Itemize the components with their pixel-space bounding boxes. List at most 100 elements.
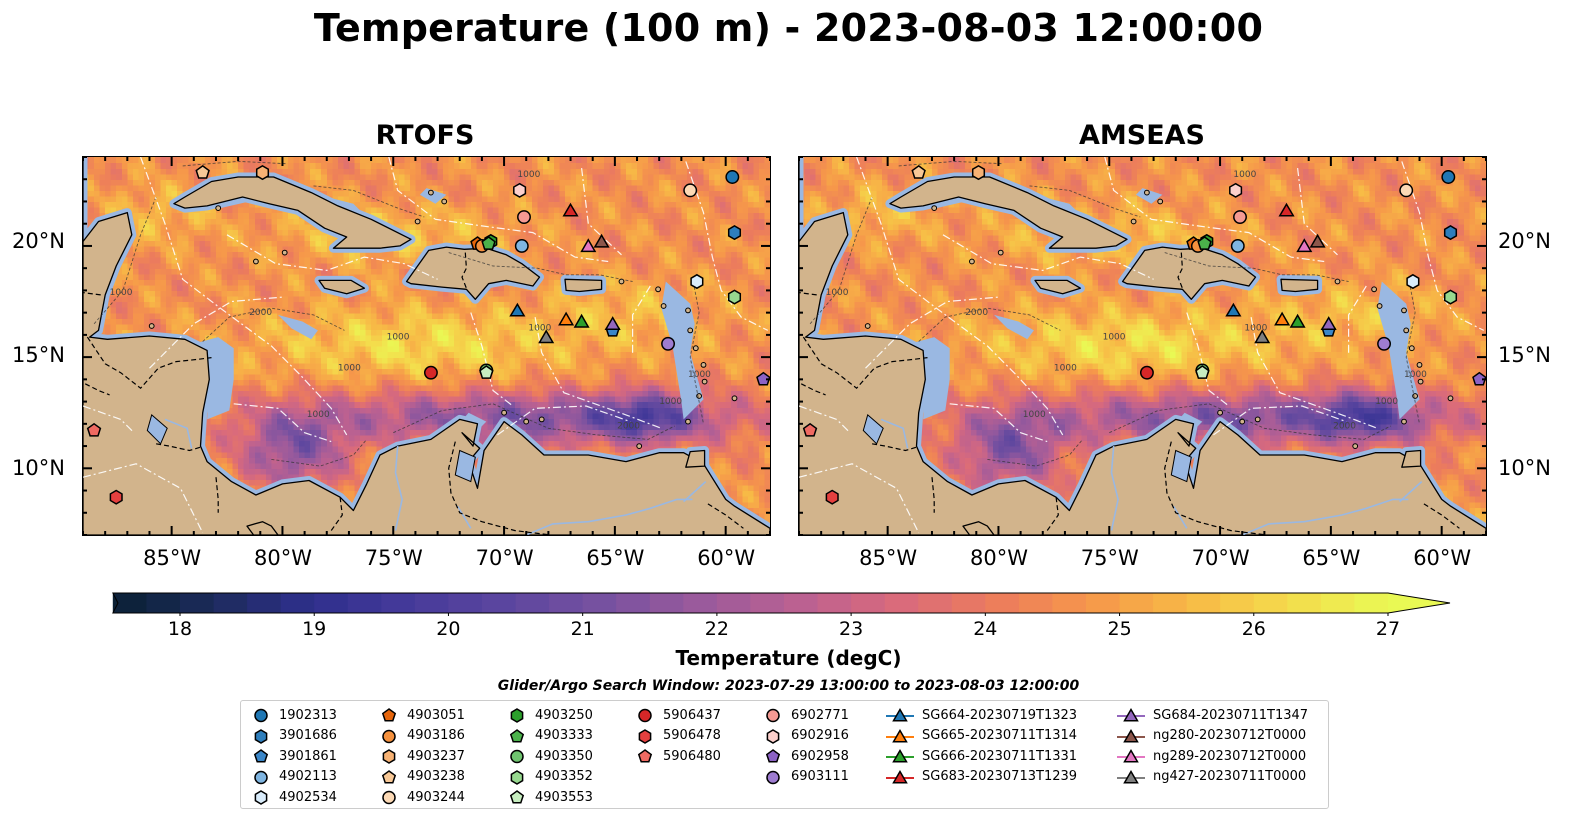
legend-item: 4903238 bbox=[379, 767, 465, 787]
legend-circle-icon bbox=[766, 770, 780, 785]
argo-marker-4903237 bbox=[255, 165, 270, 181]
colorbar-tick-label: 26 bbox=[1241, 618, 1266, 640]
river bbox=[164, 418, 193, 449]
argo-marker-4903352 bbox=[1443, 289, 1458, 305]
legend-item: 4903244 bbox=[379, 787, 465, 807]
rtofs-temperature-map: 1000 2000 1000 1000 1000 1000 2000 1000 1000 1000 bbox=[82, 156, 771, 536]
landmass bbox=[1280, 278, 1319, 293]
landmass bbox=[564, 278, 603, 293]
map-canvas: 1000 2000 1000 1000 1000 1000 2000 1000 1000 1000 bbox=[799, 157, 1486, 535]
legend-item: 4903333 bbox=[507, 726, 593, 746]
legend-marker bbox=[892, 769, 908, 784]
landmass bbox=[318, 279, 366, 295]
shallow-shelf bbox=[1377, 281, 1420, 420]
small-island bbox=[441, 198, 448, 205]
colorbar-extend-high bbox=[1388, 593, 1450, 613]
glider-marker-ng427-20230711T0000 bbox=[1254, 329, 1271, 344]
argo-marker-5906437 bbox=[1139, 365, 1154, 380]
colorbar-segment bbox=[884, 593, 919, 613]
eez-boundary bbox=[685, 161, 769, 331]
shallow-shelf bbox=[994, 314, 1034, 340]
legend-marker bbox=[765, 749, 781, 763]
colorbar-segment bbox=[247, 593, 282, 613]
country-border bbox=[330, 497, 343, 531]
glider-marker-SG666-20230711T1331 bbox=[573, 313, 590, 328]
glider-marker-SG666-20230711T1331 bbox=[1289, 313, 1306, 328]
shallow-shelf bbox=[278, 314, 318, 340]
legend-marker bbox=[638, 708, 652, 723]
legend-marker bbox=[510, 769, 524, 785]
river bbox=[394, 446, 403, 531]
country-border bbox=[1164, 441, 1267, 535]
argo-marker-4903237 bbox=[971, 165, 986, 181]
legend-item: 3901686 bbox=[251, 726, 337, 746]
river bbox=[880, 418, 909, 449]
legend-marker bbox=[1123, 708, 1139, 722]
argo-marker-6902771 bbox=[517, 210, 531, 224]
small-island bbox=[414, 218, 421, 225]
eez-boundary bbox=[1401, 161, 1485, 331]
small-island bbox=[1416, 362, 1423, 368]
legend-item: 6902916 bbox=[763, 726, 849, 746]
landmass bbox=[1401, 449, 1422, 468]
landmass bbox=[405, 246, 541, 300]
legend-item: 4902113 bbox=[251, 767, 337, 787]
small-island bbox=[655, 286, 661, 293]
shallow-shelf bbox=[661, 281, 704, 420]
argo-marker-5906478 bbox=[825, 489, 839, 505]
colorbar-segment bbox=[582, 593, 617, 613]
colorbar-extend-low bbox=[112, 593, 118, 613]
contour-label: 1000 bbox=[1023, 410, 1046, 420]
y-tick-label: 20°N bbox=[1498, 229, 1551, 253]
shallow-shelf bbox=[1135, 188, 1163, 204]
argo-marker-6902771 bbox=[1233, 210, 1247, 224]
argo-marker-4902113 bbox=[514, 238, 529, 253]
colorbar-segment bbox=[649, 593, 684, 613]
colorbar-tick-label: 24 bbox=[973, 618, 998, 640]
legend-circle-icon bbox=[254, 770, 268, 785]
country-border bbox=[1046, 497, 1059, 531]
river bbox=[525, 498, 693, 535]
eez-boundary bbox=[149, 296, 283, 369]
legend-circle-icon bbox=[766, 708, 780, 723]
eez-boundary bbox=[497, 405, 631, 436]
eez-boundary bbox=[226, 234, 438, 280]
shallow-shelf bbox=[193, 337, 234, 420]
colorbar-segment bbox=[1287, 593, 1322, 613]
argo-marker-4903333 bbox=[481, 236, 496, 250]
argo-marker-4903333 bbox=[1197, 236, 1212, 250]
country-border bbox=[1423, 503, 1460, 529]
panel-title-rtofs: RTOFS bbox=[375, 120, 475, 151]
colorbar-tick-label: 19 bbox=[302, 618, 327, 640]
legend-item: SG664-20230719T1323 bbox=[886, 705, 1077, 725]
legend-item: ng289-20230712T0000 bbox=[1117, 746, 1306, 766]
legend-marker bbox=[382, 729, 396, 743]
y-tick-label: 10°N bbox=[12, 456, 65, 480]
small-island bbox=[701, 378, 708, 385]
figure-title: Temperature (100 m) - 2023-08-03 12:00:0… bbox=[313, 6, 1264, 50]
legend-item: 4902534 bbox=[251, 787, 337, 807]
small-island bbox=[428, 189, 434, 196]
legend-marker bbox=[381, 769, 397, 784]
colorbar-tick-label: 18 bbox=[167, 618, 193, 640]
argo-marker-6902916 bbox=[1229, 182, 1243, 198]
argo-marker-5906437 bbox=[423, 365, 438, 380]
eez-boundary bbox=[1186, 312, 1230, 407]
country-border bbox=[86, 336, 212, 390]
colorbar-segment bbox=[213, 593, 248, 613]
small-island bbox=[1403, 327, 1410, 334]
river bbox=[1241, 498, 1409, 535]
colorbar-segment bbox=[918, 593, 953, 613]
colorbar-segment bbox=[112, 593, 147, 613]
legend-label: 4902113 bbox=[279, 769, 337, 785]
legend-label: SG666-20230711T1331 bbox=[922, 748, 1078, 764]
colorbar-tick-label: 27 bbox=[1375, 618, 1401, 640]
legend-label: 3901861 bbox=[279, 748, 337, 764]
colorbar-segment bbox=[1018, 593, 1053, 613]
bathymetry-contour bbox=[689, 277, 704, 424]
legend-triangle-icon bbox=[886, 749, 914, 763]
country-border bbox=[84, 383, 110, 396]
eez-boundary bbox=[1250, 316, 1378, 429]
landmass bbox=[889, 176, 1128, 249]
argo-marker-6902958 bbox=[1472, 371, 1486, 386]
